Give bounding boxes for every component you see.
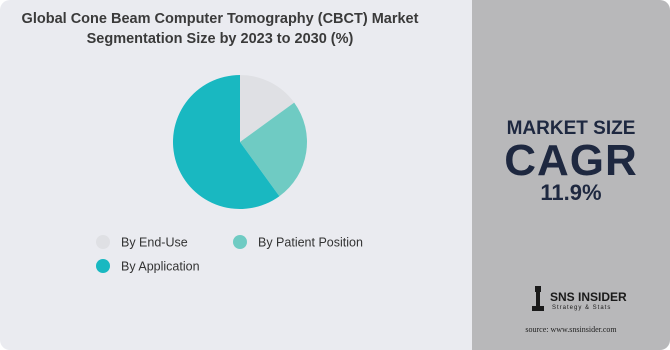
legend-swatch <box>96 259 110 273</box>
legend-swatch <box>96 235 110 249</box>
legend-label: By Patient Position <box>258 235 363 249</box>
legend-label: By End-Use <box>121 235 188 249</box>
side-panel: MARKET SIZE CAGR 11.9% SNS INSIDER Strat… <box>472 0 670 350</box>
brand-name: SNS INSIDER <box>550 290 627 304</box>
chart-panel: Global Cone Beam Computer Tomography (CB… <box>0 0 472 350</box>
pie-slice <box>172 75 280 210</box>
source-note: source: www.snsinsider.com <box>525 325 617 334</box>
brand-tagline: Strategy & Stats <box>552 305 612 311</box>
chart: By End-Use By Patient Position By Applicat… <box>96 75 363 273</box>
pie-slice <box>240 102 307 197</box>
logo-icon <box>532 286 544 311</box>
cagr-value: 11.9% <box>540 180 602 205</box>
legend-swatch <box>233 235 247 249</box>
cagr-label: CAGR <box>504 136 638 185</box>
market-size-label: MARKET SIZE <box>506 118 636 139</box>
legend-label: By Application <box>121 259 200 273</box>
chart-title: Global Cone Beam Computer Tomography (CB… <box>21 11 419 47</box>
pie-slice <box>240 75 295 142</box>
